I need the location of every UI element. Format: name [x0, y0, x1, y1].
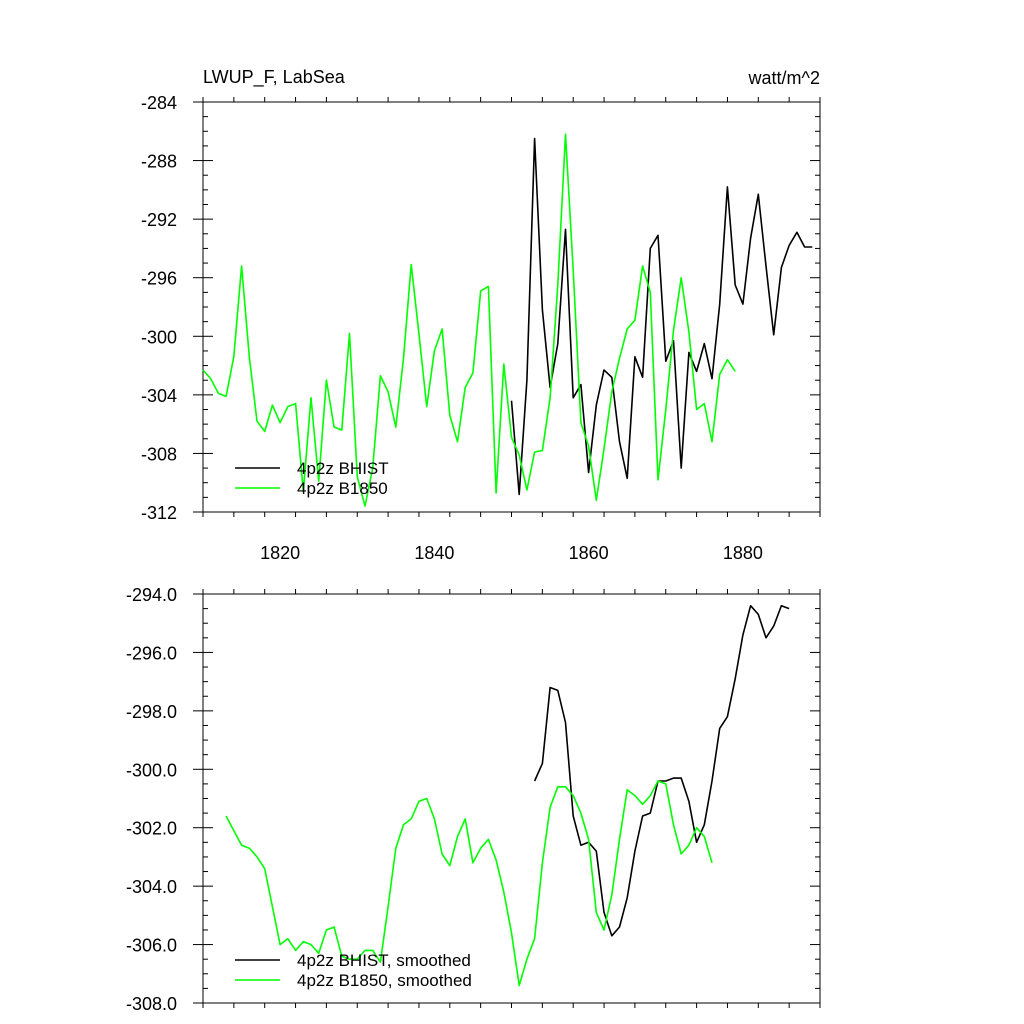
y-tick-label: -300 — [141, 327, 177, 347]
y-tick-label: -302.0 — [126, 819, 177, 839]
legend-label-0: 4p2z BHIST — [297, 459, 389, 478]
x-tick-label: 1820 — [260, 543, 300, 563]
y-tick-label: -300.0 — [126, 760, 177, 780]
legend-label-0: 4p2z BHIST, smoothed — [297, 951, 471, 970]
chart-units-label: watt/m^2 — [748, 68, 820, 88]
y-tick-label: -294.0 — [126, 585, 177, 605]
y-tick-label: -308 — [141, 444, 177, 464]
y-tick-label: -292 — [141, 210, 177, 230]
series-line-0 — [533, 604, 790, 937]
y-tick-label: -312 — [141, 503, 177, 523]
series-line-1 — [202, 133, 736, 507]
y-tick-label: -304.0 — [126, 877, 177, 897]
x-tick-label: 1860 — [569, 543, 609, 563]
plot-panel-bottom: -308.0 -306.0 -304.0 -302.0 -300.0 -298.0 -296… — [126, 585, 821, 1014]
plot-frame — [202, 101, 821, 513]
y-tick-label: -296.0 — [126, 643, 177, 663]
y-tick-label: -306.0 — [126, 936, 177, 956]
y-tick-label: -296 — [141, 269, 177, 289]
chart-title: LWUP_F, LabSea — [203, 67, 346, 88]
x-tick-label: 1880 — [723, 543, 763, 563]
y-tick-label: -284 — [141, 93, 177, 113]
x-tick-label: 1840 — [414, 543, 454, 563]
legend-label-1: 4p2z B1850, smoothed — [297, 971, 472, 990]
y-tick-label: -304 — [141, 386, 177, 406]
plot-frame — [202, 593, 821, 1004]
y-tick-label: -308.0 — [126, 994, 177, 1014]
y-tick-label: -288 — [141, 152, 177, 172]
plot-panel-top: -312 -308 -304 -300 -296 -292 -288 -284 1820 1840… — [141, 93, 821, 563]
series-line-1 — [225, 780, 713, 987]
series-line-0 — [510, 137, 813, 496]
y-tick-label: -298.0 — [126, 702, 177, 722]
legend-label-1: 4p2z B1850 — [297, 479, 388, 498]
